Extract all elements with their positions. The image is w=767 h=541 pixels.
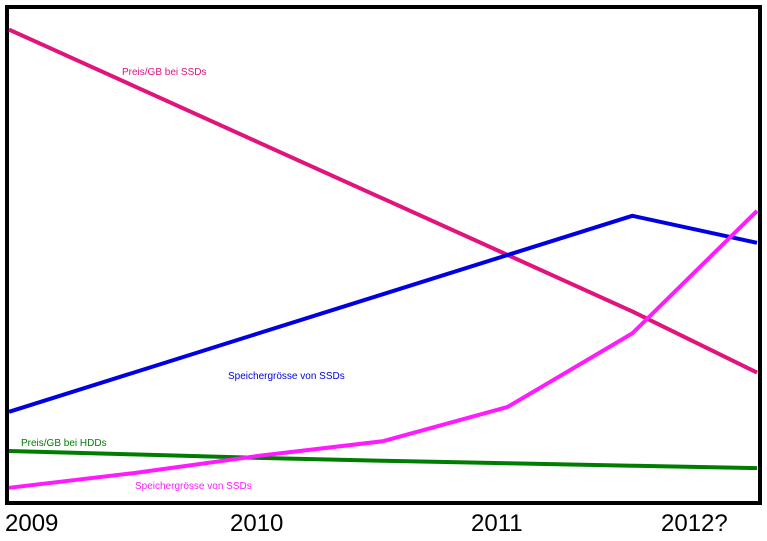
series-line-3 xyxy=(8,209,759,490)
series-line-0 xyxy=(8,27,758,375)
series-line-1 xyxy=(8,213,758,414)
series-line-2 xyxy=(8,449,758,471)
x-tick-label-3: 2012? xyxy=(661,510,728,537)
series-label-0: Preis/GB bei SSDs xyxy=(122,67,206,78)
series-label-3: Speichergrösse von SSDs xyxy=(135,481,252,492)
series-label-2: Preis/GB bei HDDs xyxy=(21,438,107,449)
x-tick-label-1: 2010 xyxy=(230,510,283,537)
series-label-1: Speichergrösse von SSDs xyxy=(228,371,345,382)
x-tick-label-0: 2009 xyxy=(5,510,58,537)
x-tick-label-2: 2011 xyxy=(471,510,523,537)
plot-frame xyxy=(5,5,762,505)
